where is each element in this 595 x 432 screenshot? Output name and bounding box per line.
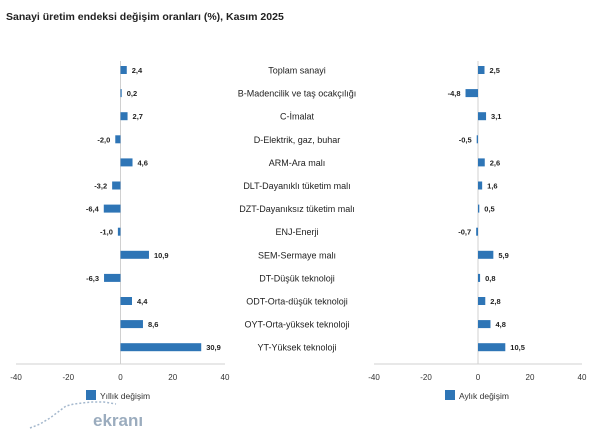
x-tick-label: -40 — [10, 373, 22, 382]
bar — [478, 297, 486, 305]
bar — [478, 204, 480, 213]
x-tick-label: -20 — [420, 373, 432, 382]
bar — [476, 227, 478, 236]
data-label: -2,0 — [97, 135, 110, 144]
category-label: Toplam sanayi — [268, 66, 326, 76]
bar — [104, 273, 121, 282]
legend: Yıllık değişim Aylık değişim — [86, 390, 509, 401]
x-tick-label: -40 — [368, 373, 380, 382]
bar — [117, 227, 121, 236]
bar — [120, 112, 128, 121]
data-label: 2,5 — [490, 66, 500, 75]
bar — [120, 297, 132, 305]
bar — [476, 135, 478, 144]
data-label: 0,5 — [484, 205, 494, 214]
category-label: OYT-Orta-yüksek teknoloji — [244, 320, 349, 330]
data-label: -6,4 — [86, 205, 100, 214]
bar — [120, 320, 143, 329]
legend-swatch — [86, 390, 96, 400]
watermark-text: ekranı — [93, 411, 143, 430]
data-label: -0,7 — [458, 228, 471, 237]
bar — [478, 273, 481, 282]
watermark-logo: ekranı — [29, 401, 143, 430]
bar — [478, 320, 491, 329]
x-tick-label: 40 — [578, 373, 587, 382]
data-label: -0,5 — [459, 135, 472, 144]
data-label: 10,5 — [510, 343, 525, 352]
bar — [478, 112, 487, 121]
legend-label: Aylık değişim — [459, 391, 509, 401]
x-tick-label: 0 — [118, 373, 123, 382]
category-label: D-Elektrik, gaz, buhar — [254, 135, 341, 145]
bar — [465, 89, 478, 98]
category-label: ENJ-Enerji — [275, 227, 318, 237]
bar — [120, 250, 149, 259]
monthly-change-panel: -40 -20 0 20 40 2,5 -4,8 3,1 -0,5 2,6 1,6 0,5 -0,7 5,… — [368, 61, 587, 382]
x-tick-label: -20 — [62, 373, 74, 382]
watermark-graph-icon — [29, 401, 117, 429]
data-label: 2,7 — [133, 112, 143, 121]
data-label: 3,1 — [491, 112, 501, 121]
legend-label: Yıllık değişim — [100, 391, 150, 401]
bar — [103, 204, 121, 213]
data-label: 0,8 — [485, 274, 495, 283]
data-label: 4,8 — [495, 320, 505, 329]
category-label: ARM-Ara malı — [269, 158, 326, 168]
data-label: 2,6 — [490, 158, 500, 167]
x-tick-label: 0 — [476, 373, 481, 382]
annual-change-panel: -40 -20 0 20 40 2,4 0,2 2,7 -2,0 4,6 -3,2 -6,4 -1,0 1… — [10, 61, 230, 382]
chart-title: Sanayi üretim endeksi değişim oranları (… — [6, 11, 284, 23]
category-label: B-Madencilik ve taş ocakçılığı — [238, 89, 357, 99]
data-label: 4,4 — [137, 297, 148, 306]
category-label: YT-Yüksek teknoloji — [257, 343, 336, 353]
data-label: -1,0 — [100, 228, 113, 237]
data-label: 1,6 — [487, 182, 497, 191]
x-tick-label: 20 — [526, 373, 535, 382]
data-label: 0,2 — [127, 89, 137, 98]
category-label: DZT-Dayanıksız tüketim malı — [239, 204, 355, 214]
bar — [478, 250, 494, 259]
data-label: -3,2 — [94, 182, 107, 191]
category-label: ODT-Orta-düşük teknoloji — [246, 297, 348, 307]
data-label: 2,8 — [490, 297, 500, 306]
category-label: DLT-Dayanıklı tüketim malı — [243, 181, 350, 191]
x-tick-label: 40 — [221, 373, 230, 382]
bar — [478, 181, 483, 190]
data-label: 30,9 — [206, 343, 221, 352]
bar — [120, 158, 133, 167]
bar — [478, 158, 485, 167]
legend-swatch — [445, 390, 455, 400]
bar — [120, 89, 122, 98]
category-label: DT-Düşük teknoloji — [259, 273, 335, 283]
data-label: -4,8 — [448, 89, 461, 98]
bar — [478, 66, 485, 74]
category-label: SEM-Sermaye malı — [258, 250, 336, 260]
bar — [112, 181, 121, 190]
data-label: 10,9 — [154, 251, 169, 260]
category-labels: Toplam sanayi B-Madencilik ve taş ocakçıl… — [238, 66, 357, 353]
bar — [120, 343, 202, 352]
bar — [478, 343, 506, 352]
data-label: 5,9 — [498, 251, 508, 260]
bar — [115, 135, 121, 144]
x-tick-label: 20 — [168, 373, 177, 382]
category-label: C-İmalat — [280, 112, 315, 122]
data-label: 8,6 — [148, 320, 158, 329]
data-label: 4,6 — [138, 158, 148, 167]
data-label: 2,4 — [132, 66, 143, 75]
bar — [120, 66, 127, 74]
data-label: -6,3 — [86, 274, 99, 283]
